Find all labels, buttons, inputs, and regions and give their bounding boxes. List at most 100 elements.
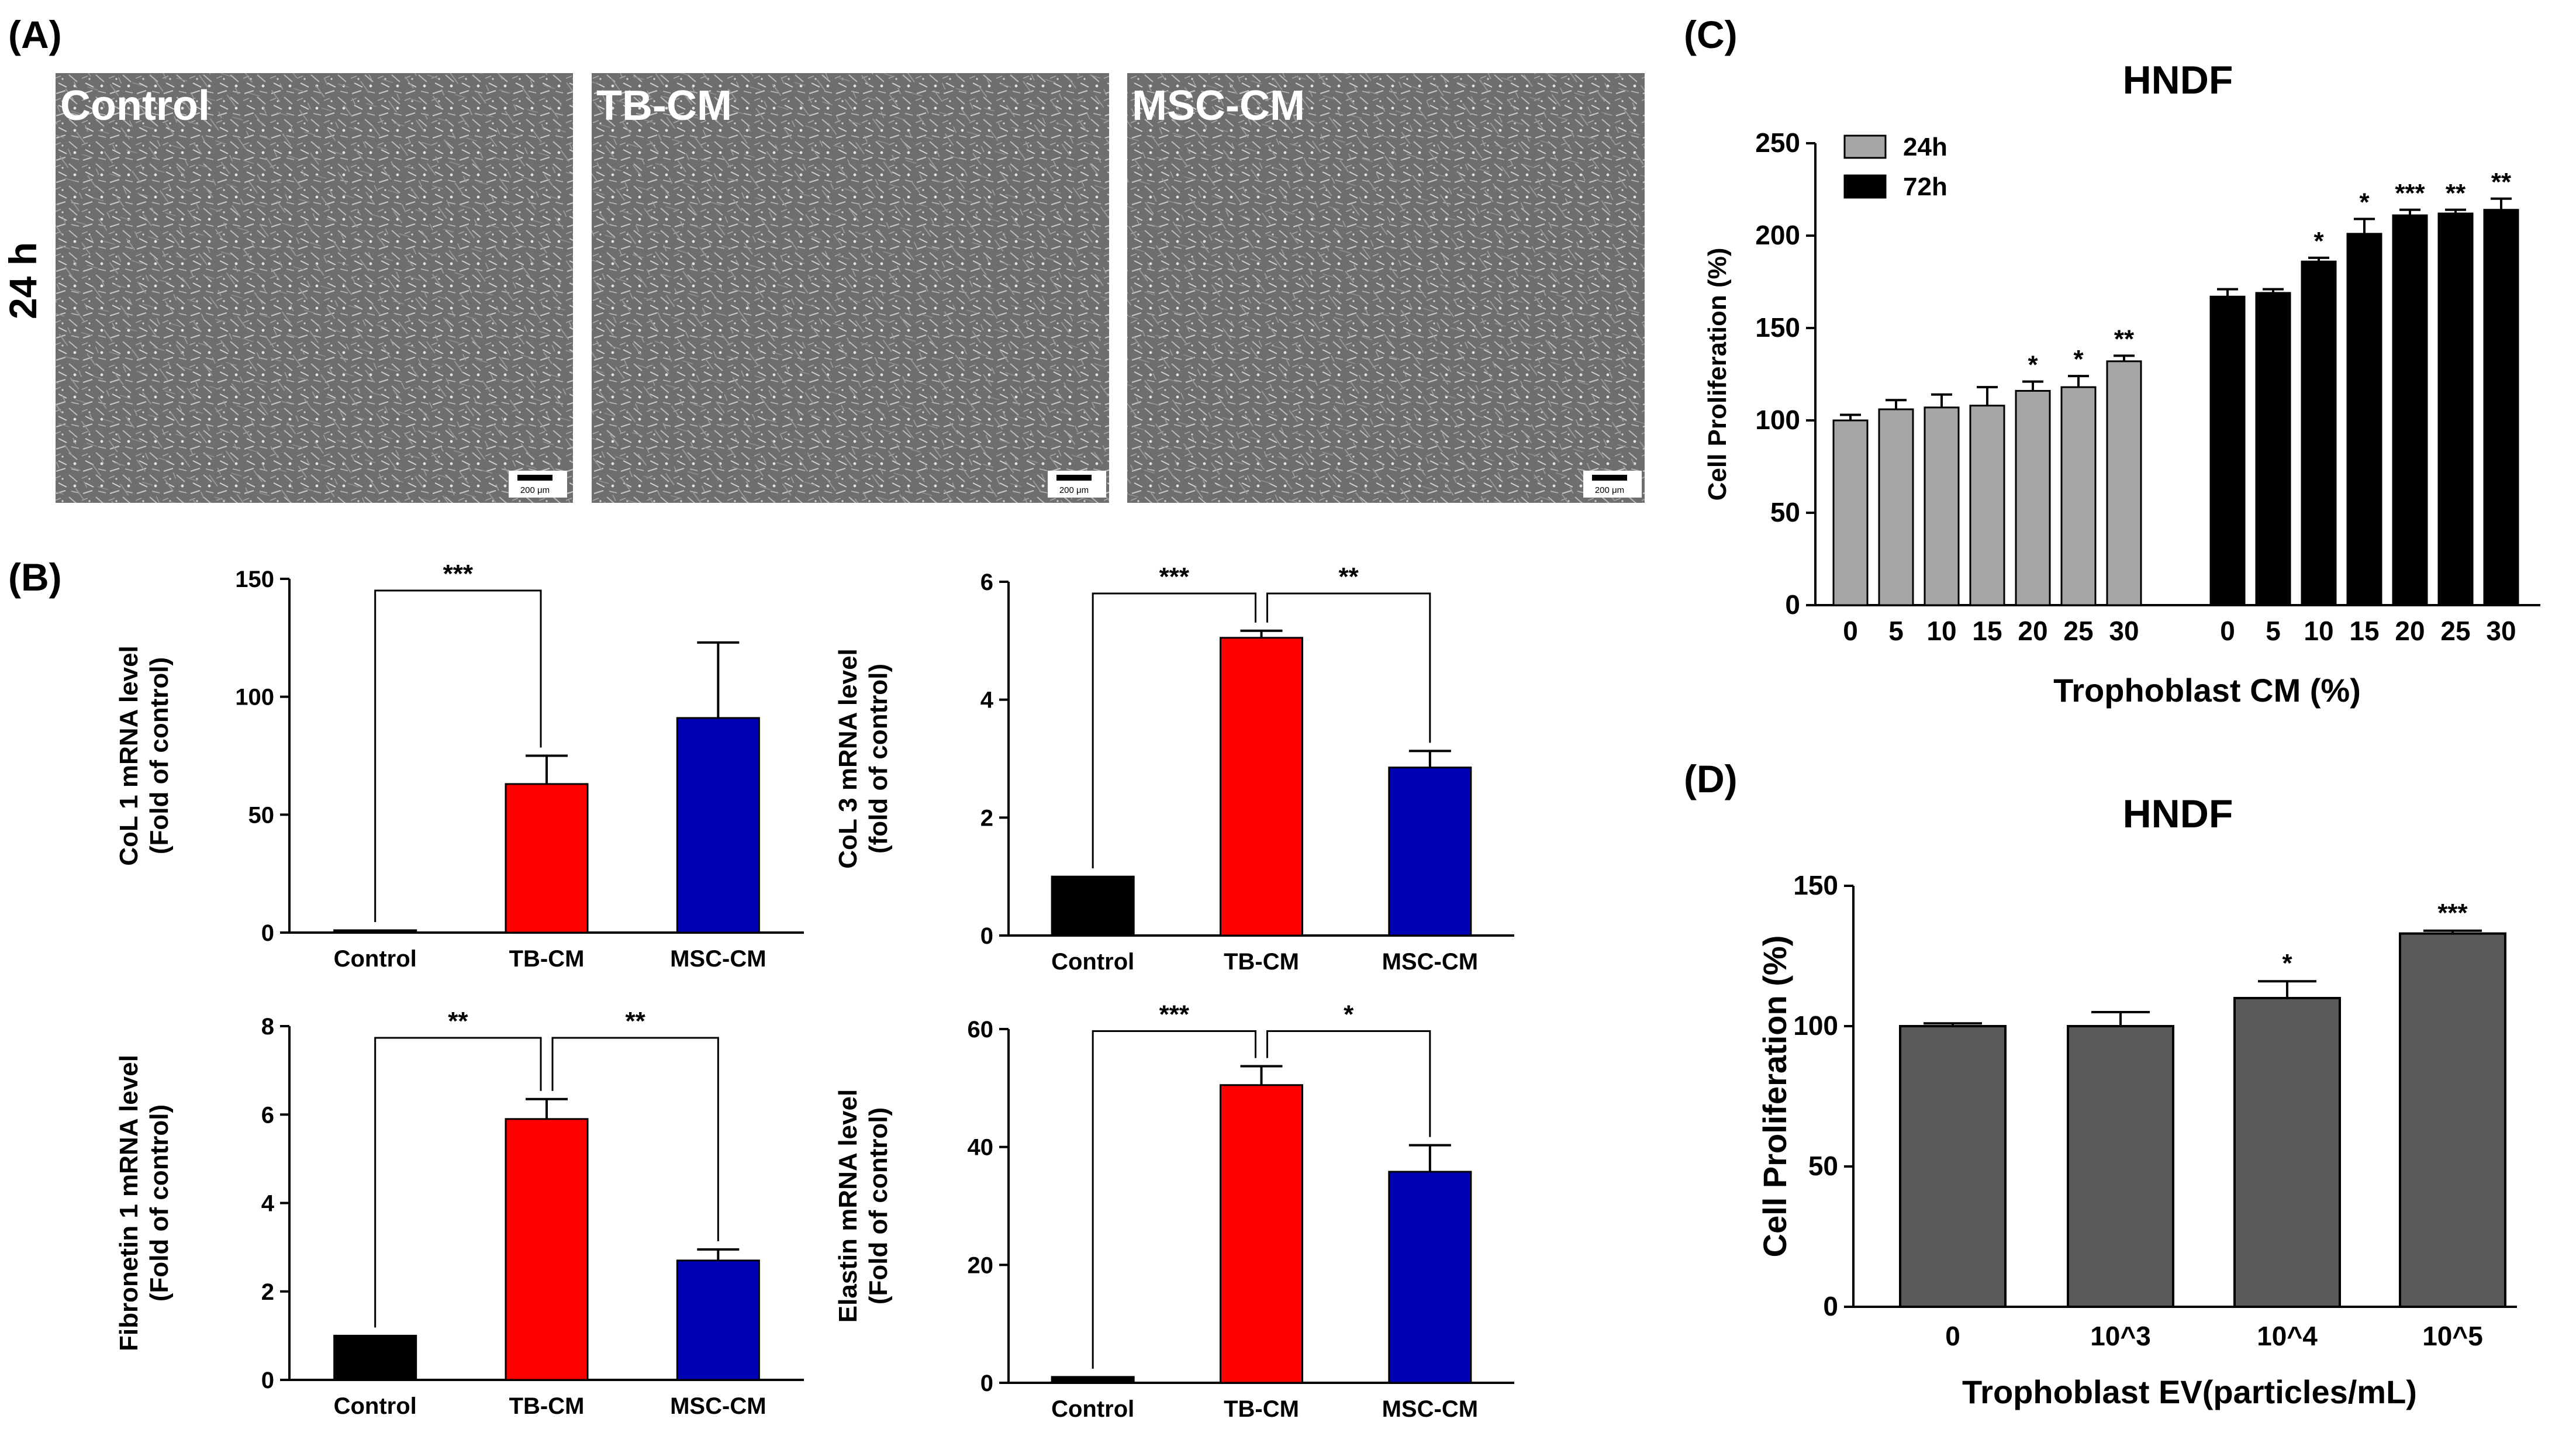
chart-elastin-mrna: 0 20 40 60 Elastin mRNA level (Fold of contro…: [834, 1000, 1514, 1422]
x-tick-label: Control: [1051, 1396, 1134, 1422]
x-tick-label: 10^5: [2422, 1321, 2483, 1351]
x-tick-label: TB-CM: [509, 946, 585, 972]
y-tick-label: 100: [1793, 1010, 1838, 1041]
bar-72h-5: [2255, 292, 2291, 606]
x-tick-label: 10^4: [2257, 1321, 2318, 1351]
legend-label: 24h: [1903, 133, 1947, 161]
y-tick-label: 2: [980, 805, 993, 831]
x-tick-label: TB-CM: [1224, 1396, 1299, 1422]
significance-label: ***: [2437, 899, 2468, 927]
x-tick-label: 15: [2349, 616, 2379, 646]
legend-swatch-72h: [1843, 174, 1887, 199]
x-tick-label: TB-CM: [509, 1393, 585, 1419]
legend-swatch-24h: [1843, 134, 1887, 159]
x-tick-label: 0: [1945, 1321, 1960, 1351]
bar-72h-20: [2392, 214, 2428, 606]
y-axis-label: (Fold of control): [145, 1104, 174, 1302]
bar-control: [333, 929, 417, 934]
scale-bar-label: 200 μm: [1059, 485, 1089, 495]
bar-72h-30: [2483, 209, 2519, 606]
x-tick-label: Control: [334, 946, 417, 972]
significance-label: *: [2073, 345, 2084, 374]
x-tick-label: Control: [1051, 949, 1134, 975]
bar-control: [1051, 1376, 1135, 1384]
x-tick-label: 15: [1972, 616, 2002, 646]
bar-72h-15: [2346, 233, 2382, 606]
bar-tb-cm: [505, 783, 589, 934]
significance-label: **: [1339, 562, 1359, 591]
significance-label: **: [2446, 179, 2466, 208]
y-tick-label: 150: [235, 567, 274, 592]
bar-24h-15: [1969, 405, 2005, 606]
y-tick-label: 6: [980, 569, 993, 595]
y-tick-label: 0: [980, 923, 993, 949]
significance-label: ***: [1159, 1000, 1190, 1029]
panel-label-b: (B): [8, 555, 62, 599]
bar-msc-cm: [1388, 1171, 1472, 1384]
y-tick-label: 150: [1793, 870, 1838, 900]
panel-label-d: (D): [1684, 757, 1738, 800]
bar-tb-cm: [505, 1118, 589, 1381]
y-axis-label: (Fold of control): [864, 1107, 893, 1304]
micrograph-label-msccm: MSC-CM: [1132, 82, 1305, 129]
bar-tb-cm: [1220, 1084, 1303, 1384]
bar-24h-20: [2015, 389, 2051, 606]
bar-ev-10^5: [2399, 932, 2506, 1308]
panel-label-a: (A): [8, 13, 62, 56]
bar-control: [1051, 875, 1135, 937]
x-tick-label: 0: [1843, 616, 1858, 646]
bar-msc-cm: [676, 717, 760, 934]
bar-msc-cm: [1388, 767, 1472, 937]
x-tick-label: 5: [2266, 616, 2281, 646]
chart-title: HNDF: [2123, 58, 2233, 102]
x-tick-label: Control: [334, 1393, 417, 1419]
bar-ev-0: [1899, 1025, 2007, 1308]
bar-control: [333, 1334, 417, 1381]
x-tick-label: 5: [1888, 616, 1904, 646]
bar-72h-0: [2209, 295, 2246, 606]
chart-col1-mrna: 0 50 100 150 CoL 1 mRNA level (Fold of contro…: [115, 560, 804, 972]
y-axis-label: (Fold of control): [145, 657, 174, 854]
significance-bracket: [551, 1037, 719, 1241]
y-tick-label: 20: [968, 1252, 994, 1278]
y-axis-label: (fold of control): [864, 664, 893, 854]
significance-label: **: [2114, 325, 2135, 353]
significance-label: ***: [1159, 562, 1190, 591]
y-tick-label: 6: [261, 1102, 274, 1128]
bar-72h-25: [2437, 212, 2474, 606]
bar-msc-cm: [676, 1259, 760, 1381]
y-tick-label: 8: [261, 1014, 274, 1040]
y-tick-label: 250: [1755, 127, 1800, 158]
chart-title: HNDF: [2123, 792, 2233, 836]
significance-label: *: [2282, 949, 2292, 978]
significance-bracket: [1092, 1030, 1256, 1369]
bar-24h-5: [1878, 408, 1914, 606]
x-tick-label: 20: [2018, 616, 2047, 646]
significance-label: **: [626, 1007, 646, 1035]
chart-fibronetin1-mrna: 0 2 4 6 8 Fibronetin 1 mRNA level (Fold of con…: [115, 1007, 804, 1419]
y-tick-label: 100: [235, 685, 274, 710]
y-tick-label: 50: [1770, 497, 1800, 527]
micrograph-label-control: Control: [60, 82, 210, 129]
y-axis-label: CoL 3 mRNA level: [834, 648, 862, 869]
significance-bracket: [1092, 592, 1256, 869]
significance-bracket: [1266, 592, 1431, 743]
x-tick-label: MSC-CM: [670, 1393, 766, 1419]
significance-label: *: [1344, 1000, 1354, 1029]
x-axis-label: Trophoblast CM (%): [2053, 672, 2361, 709]
y-tick-label: 4: [980, 688, 994, 713]
significance-label: **: [2491, 168, 2512, 196]
significance-label: **: [448, 1007, 468, 1035]
bar-tb-cm: [1220, 637, 1303, 937]
x-tick-label: 0: [2220, 616, 2235, 646]
bar-72h-10: [2301, 260, 2337, 606]
bar-24h-30: [2106, 360, 2142, 606]
significance-label: ***: [443, 560, 474, 588]
x-tick-label: 10: [1926, 616, 1956, 646]
significance-label: *: [2028, 351, 2038, 379]
scale-bar-label: 200 μm: [1595, 485, 1624, 495]
y-tick-label: 2: [261, 1279, 274, 1305]
y-tick-label: 60: [968, 1017, 994, 1043]
